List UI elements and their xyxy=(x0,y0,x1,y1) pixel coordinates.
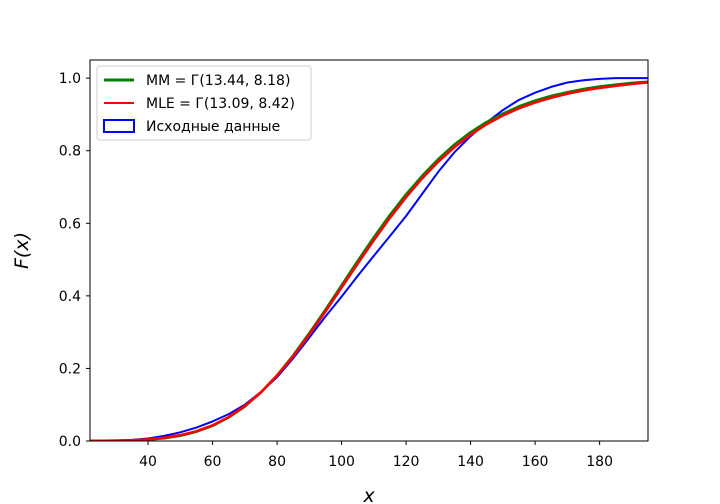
y-tick-label: 1.0 xyxy=(59,71,81,87)
y-axis-title: F(x) xyxy=(11,232,33,269)
y-tick-label: 0.4 xyxy=(59,289,81,305)
y-tick-label: 0.6 xyxy=(59,216,81,232)
x-axis-title: x xyxy=(362,485,375,504)
x-tick-label: 120 xyxy=(393,454,420,470)
legend-swatch-2 xyxy=(103,119,135,133)
plot-frame xyxy=(89,59,649,442)
legend-label-2: Исходные данные xyxy=(146,119,280,135)
series-line-2 xyxy=(90,77,648,441)
x-tick-label: 40 xyxy=(139,454,157,470)
y-axis-ticks: 0.0 0.2 0.4 0.6 0.8 1.0 xyxy=(59,71,90,450)
y-tick-label: 0.8 xyxy=(59,144,81,160)
x-tick-label: 80 xyxy=(268,454,286,470)
x-tick-label: 160 xyxy=(522,454,549,470)
legend: MM = Г(13.44, 8.18) MLE = Г(13.09, 8.42) И… xyxy=(96,65,312,141)
x-tick-label: 60 xyxy=(204,454,222,470)
x-tick-label: 100 xyxy=(328,454,355,470)
series-line-1 xyxy=(90,81,648,441)
x-tick-label: 180 xyxy=(586,454,613,470)
legend-label-1: MLE = Г(13.09, 8.42) xyxy=(146,96,295,112)
x-axis-ticks: 40 60 80 100 120 140 160 180 xyxy=(139,441,613,470)
x-tick-label: 140 xyxy=(457,454,484,470)
legend-frame xyxy=(96,65,312,141)
legend-label-0: MM = Г(13.44, 8.18) xyxy=(146,73,290,89)
series-layer xyxy=(90,77,648,441)
y-tick-label: 0.0 xyxy=(59,434,81,450)
y-tick-label: 0.2 xyxy=(59,361,81,377)
